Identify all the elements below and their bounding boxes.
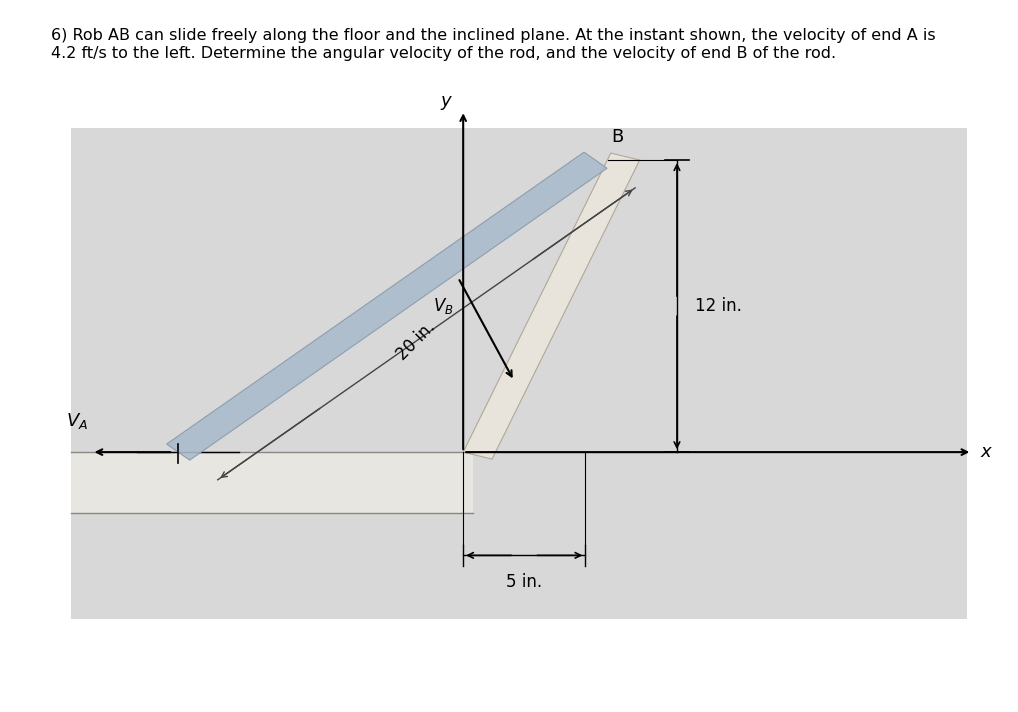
Text: B: B bbox=[611, 128, 623, 146]
Text: 20 in.: 20 in. bbox=[393, 318, 439, 364]
Text: $V_B$: $V_B$ bbox=[433, 296, 453, 316]
Text: y: y bbox=[441, 93, 451, 110]
Text: 12 in.: 12 in. bbox=[695, 297, 742, 315]
Text: $V_A$: $V_A$ bbox=[66, 411, 89, 431]
Text: 6) Rob AB can slide freely along the floor and the inclined plane. At the instan: 6) Rob AB can slide freely along the flo… bbox=[51, 28, 936, 61]
Bar bbox=[71, 128, 967, 619]
Bar bbox=[71, 452, 473, 513]
Polygon shape bbox=[167, 152, 607, 460]
Text: 5 in.: 5 in. bbox=[506, 573, 543, 591]
Polygon shape bbox=[463, 153, 639, 459]
Text: x: x bbox=[980, 443, 991, 461]
